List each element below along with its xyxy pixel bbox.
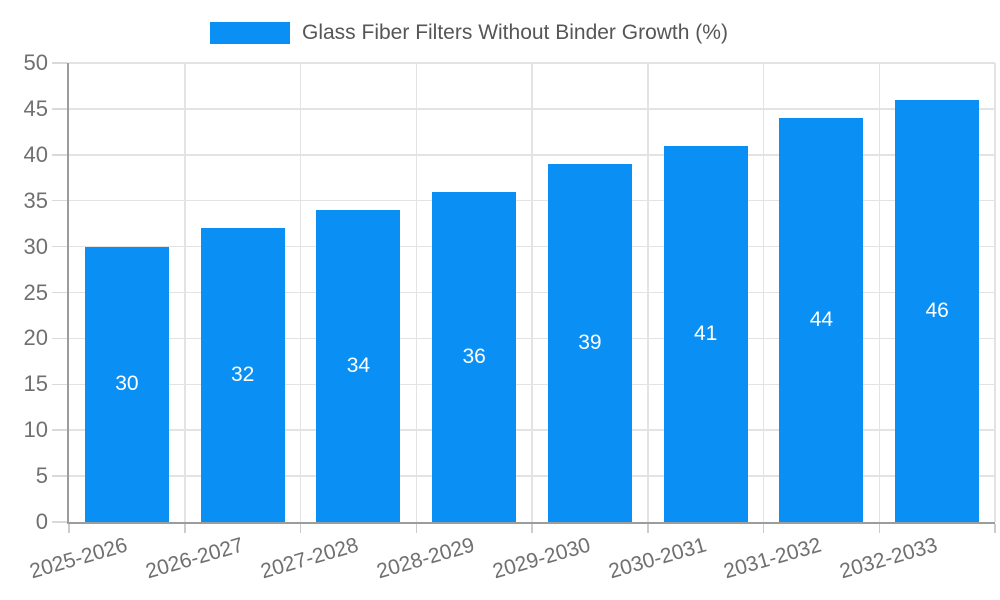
- bar-value-label: 46: [925, 298, 949, 322]
- y-axis-label: 0: [35, 509, 48, 534]
- y-tick: [52, 108, 68, 110]
- v-gridline: [994, 63, 996, 522]
- bar-value-label: 39: [578, 330, 602, 354]
- y-tick: [52, 245, 68, 248]
- y-axis-label: 25: [23, 279, 48, 305]
- x-tick: [68, 524, 70, 533]
- bar-2028-2029[interactable]: 36: [432, 191, 517, 522]
- legend-label: Glass Fiber Filters Without Binder Growt…: [302, 21, 728, 44]
- x-tick: [184, 524, 186, 533]
- v-gridline: [762, 63, 765, 522]
- y-axis-label: 20: [23, 325, 48, 351]
- y-tick: [52, 337, 68, 340]
- bar-2029-2030[interactable]: 39: [547, 163, 632, 522]
- v-gridline: [878, 63, 880, 522]
- y-axis-label: 45: [23, 95, 48, 121]
- bar-value-label: 32: [230, 363, 255, 387]
- v-gridline: [299, 63, 302, 522]
- y-axis-label: 35: [23, 187, 48, 213]
- bar-2031-2032[interactable]: 44: [779, 118, 864, 522]
- x-tick: [762, 524, 765, 533]
- y-tick: [52, 154, 68, 156]
- legend-swatch: [210, 22, 290, 44]
- y-tick: [52, 521, 68, 523]
- y-axis-label: 15: [23, 371, 48, 397]
- y-axis-label: 40: [23, 141, 48, 167]
- bar-2030-2031[interactable]: 41: [663, 145, 748, 522]
- bar-value-label: 44: [809, 308, 834, 332]
- y-axis-label: 5: [35, 463, 48, 489]
- bar-2027-2028[interactable]: 34: [316, 209, 401, 522]
- y-axis-label: 30: [23, 233, 48, 259]
- v-gridline: [184, 63, 186, 522]
- bar-value-label: 30: [115, 372, 139, 396]
- bar-2025-2026[interactable]: 30: [84, 246, 169, 522]
- x-tick: [415, 524, 417, 533]
- bar-value-label: 41: [693, 321, 718, 345]
- y-tick: [52, 429, 68, 431]
- x-tick: [994, 524, 996, 533]
- y-tick: [52, 291, 68, 294]
- bar-2026-2027[interactable]: 32: [200, 228, 285, 522]
- y-axis-line: [67, 63, 69, 524]
- bar-value-label: 36: [462, 344, 486, 368]
- x-tick: [299, 524, 302, 533]
- v-gridline: [415, 63, 417, 522]
- y-axis-label: 50: [23, 50, 48, 75]
- v-gridline: [531, 63, 533, 522]
- y-tick: [52, 383, 68, 386]
- x-axis-line: [67, 522, 995, 524]
- bar-value-label: 34: [346, 353, 371, 377]
- x-tick: [531, 524, 533, 533]
- x-tick: [647, 524, 649, 533]
- y-tick: [52, 199, 68, 202]
- y-axis-label: 10: [23, 417, 48, 443]
- x-tick: [878, 524, 880, 533]
- y-tick: [52, 475, 68, 477]
- y-tick: [52, 62, 68, 64]
- legend[interactable]: Glass Fiber Filters Without Binder Growt…: [210, 21, 728, 45]
- bar-2032-2033[interactable]: 46: [895, 99, 980, 522]
- v-gridline: [647, 63, 649, 522]
